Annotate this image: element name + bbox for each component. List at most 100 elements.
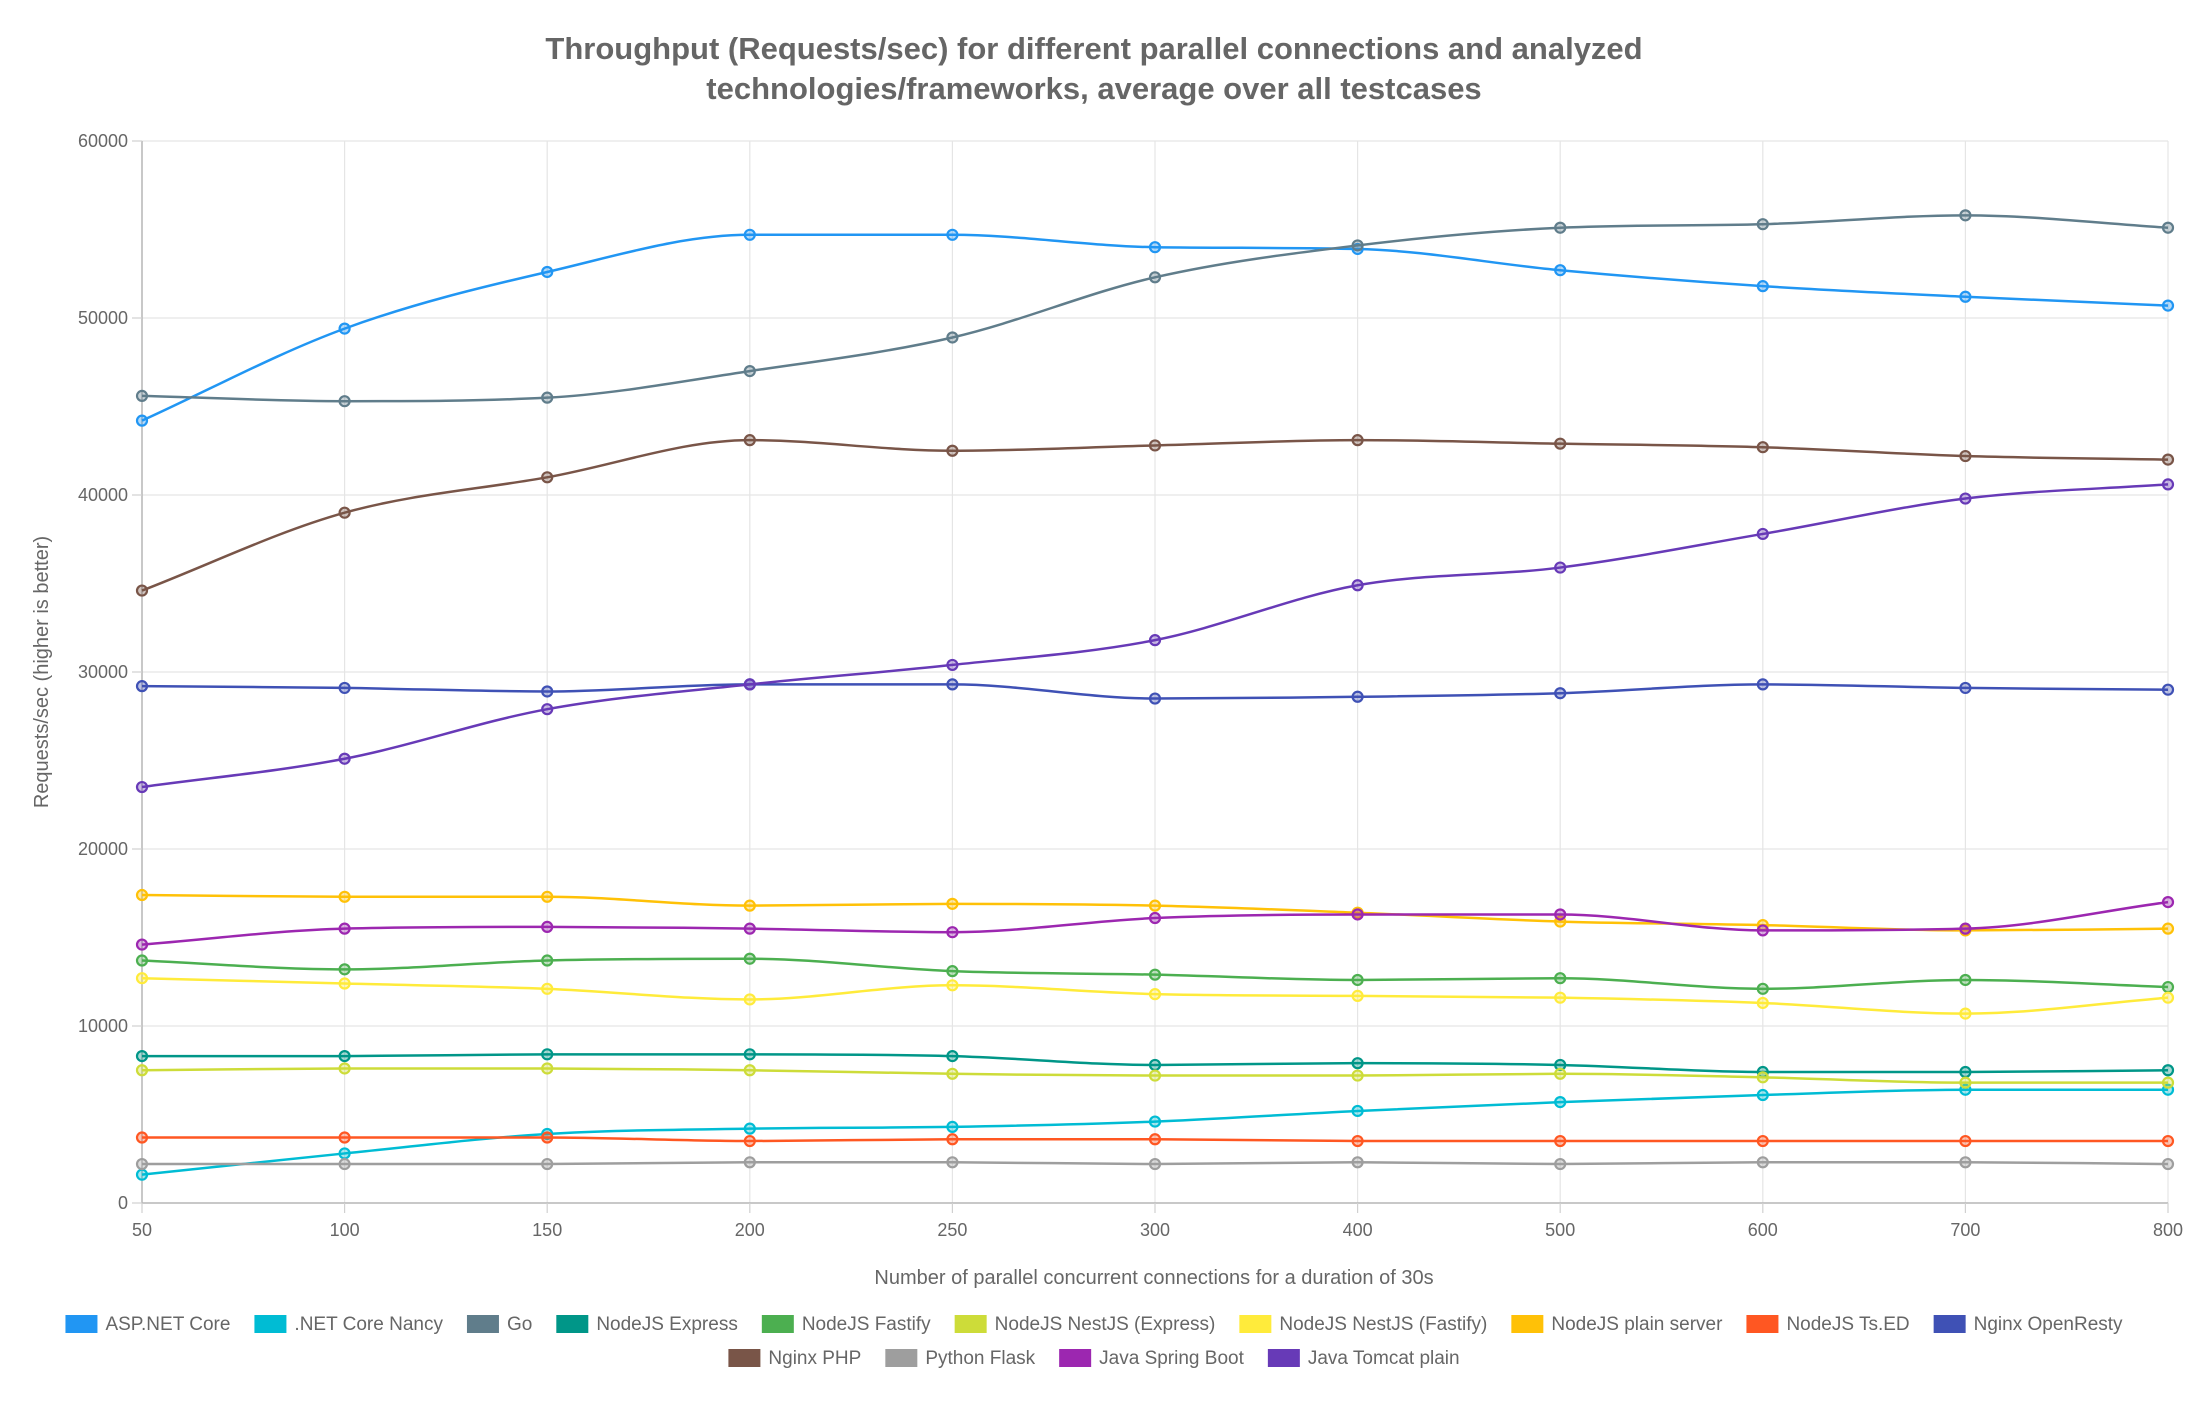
data-point[interactable] [946,1133,959,1146]
data-point[interactable] [135,414,149,427]
data-point[interactable] [1554,991,1567,1004]
data-point[interactable] [135,1049,149,1063]
legend[interactable]: ASP.NET Core .NET Core Nancy Go NodeJS Expr… [65,1314,2123,1369]
data-point[interactable] [1959,209,1972,222]
data-point[interactable] [338,1157,351,1171]
data-point[interactable] [135,1168,149,1181]
data-point[interactable] [946,228,959,241]
data-point[interactable] [338,506,351,519]
data-point[interactable] [135,780,149,794]
data-point[interactable] [338,322,351,335]
data-point[interactable] [1351,1156,1364,1169]
data-point[interactable] [1756,1088,1769,1102]
data-point[interactable] [1554,1096,1567,1109]
data-point[interactable] [946,444,959,457]
data-point[interactable] [1554,908,1567,921]
data-point[interactable] [743,1064,756,1077]
data-point[interactable] [743,678,756,691]
data-point[interactable] [946,1120,959,1133]
data-point[interactable] [1959,492,1972,505]
data-point[interactable] [1148,241,1162,254]
data-point[interactable] [1756,441,1769,454]
data-point[interactable] [1148,988,1162,1001]
data-point[interactable] [743,1122,756,1135]
data-point[interactable] [1756,1156,1769,1169]
data-point[interactable] [1148,968,1162,981]
data-point[interactable] [1351,1104,1364,1118]
data-point[interactable] [1351,434,1364,447]
legend-item-nodejs-nestjs-fastify[interactable]: NodeJS NestJS (Fastify) [1239,1314,1487,1335]
data-point[interactable] [541,471,554,484]
legend-item-go[interactable]: Go [466,1314,532,1335]
data-point[interactable] [338,963,351,976]
data-point[interactable] [2161,1134,2175,1148]
data-point[interactable] [541,954,554,967]
data-point[interactable] [1756,678,1769,691]
data-point[interactable] [1148,692,1162,705]
data-point[interactable] [1554,1134,1567,1148]
data-point[interactable] [1351,690,1364,703]
data-point[interactable] [1959,290,1972,303]
legend-item-asp-net-core[interactable]: ASP.NET Core [65,1314,230,1335]
legend-item-nodejs-ts-ed[interactable]: NodeJS Ts.ED [1746,1314,1910,1335]
data-point[interactable] [946,1156,959,1169]
data-point[interactable] [541,265,554,279]
data-point[interactable] [743,1156,756,1169]
data-point[interactable] [743,1134,756,1148]
data-point[interactable] [1351,973,1364,987]
data-point[interactable] [946,926,959,939]
data-point[interactable] [1148,1115,1162,1128]
data-point[interactable] [946,979,959,992]
data-point[interactable] [1756,924,1769,937]
legend-item-java-spring-boot[interactable]: Java Spring Boot [1059,1348,1245,1369]
data-point[interactable] [946,965,959,978]
data-point[interactable] [1959,449,1972,463]
data-point[interactable] [541,982,554,995]
data-point[interactable] [1756,1071,1769,1084]
data-point[interactable] [1148,1133,1162,1146]
data-point[interactable] [2161,299,2175,312]
data-point[interactable] [135,1131,149,1144]
legend-item-nginx-openresty[interactable]: Nginx OpenResty [1933,1314,2123,1335]
legend-item-java-tomcat-plain[interactable]: Java Tomcat plain [1267,1348,1460,1369]
data-point[interactable] [541,1062,554,1075]
data-point[interactable] [1756,218,1769,231]
data-point[interactable] [743,1048,756,1061]
data-point[interactable] [2161,980,2175,994]
data-point[interactable] [1148,1069,1162,1082]
data-point[interactable] [541,1131,554,1144]
data-point[interactable] [338,752,351,765]
data-point[interactable] [1554,221,1567,234]
data-point[interactable] [1554,561,1567,574]
data-point[interactable] [1148,899,1162,912]
data-point[interactable] [1959,1156,1972,1169]
data-point[interactable] [1351,908,1364,921]
data-point[interactable] [541,1048,554,1061]
legend-item-nodejs-fastify[interactable]: NodeJS Fastify [761,1314,931,1335]
data-point[interactable] [541,1157,554,1171]
data-point[interactable] [1554,1058,1567,1072]
data-point[interactable] [135,938,149,951]
data-point[interactable] [1148,634,1162,647]
data-point[interactable] [135,584,149,597]
data-point[interactable] [1959,1065,1972,1079]
data-point[interactable] [1756,1134,1769,1148]
data-point[interactable] [743,993,756,1006]
data-point[interactable] [1148,911,1162,925]
data-point[interactable] [1959,1007,1972,1020]
data-point[interactable] [2161,895,2175,909]
data-point[interactable] [1959,973,1972,987]
data-point[interactable] [2161,453,2175,466]
data-point[interactable] [541,890,554,903]
data-point[interactable] [946,331,959,344]
data-point[interactable] [1148,1157,1162,1171]
data-point[interactable] [2161,1064,2175,1077]
data-point[interactable] [1959,681,1972,695]
data-point[interactable] [1756,527,1769,541]
data-point[interactable] [1351,1057,1364,1070]
data-point[interactable] [946,897,959,910]
data-point[interactable] [743,365,756,378]
legend-item-net-core-nancy[interactable]: .NET Core Nancy [254,1314,443,1335]
data-point[interactable] [338,1147,351,1160]
data-point[interactable] [135,888,149,902]
